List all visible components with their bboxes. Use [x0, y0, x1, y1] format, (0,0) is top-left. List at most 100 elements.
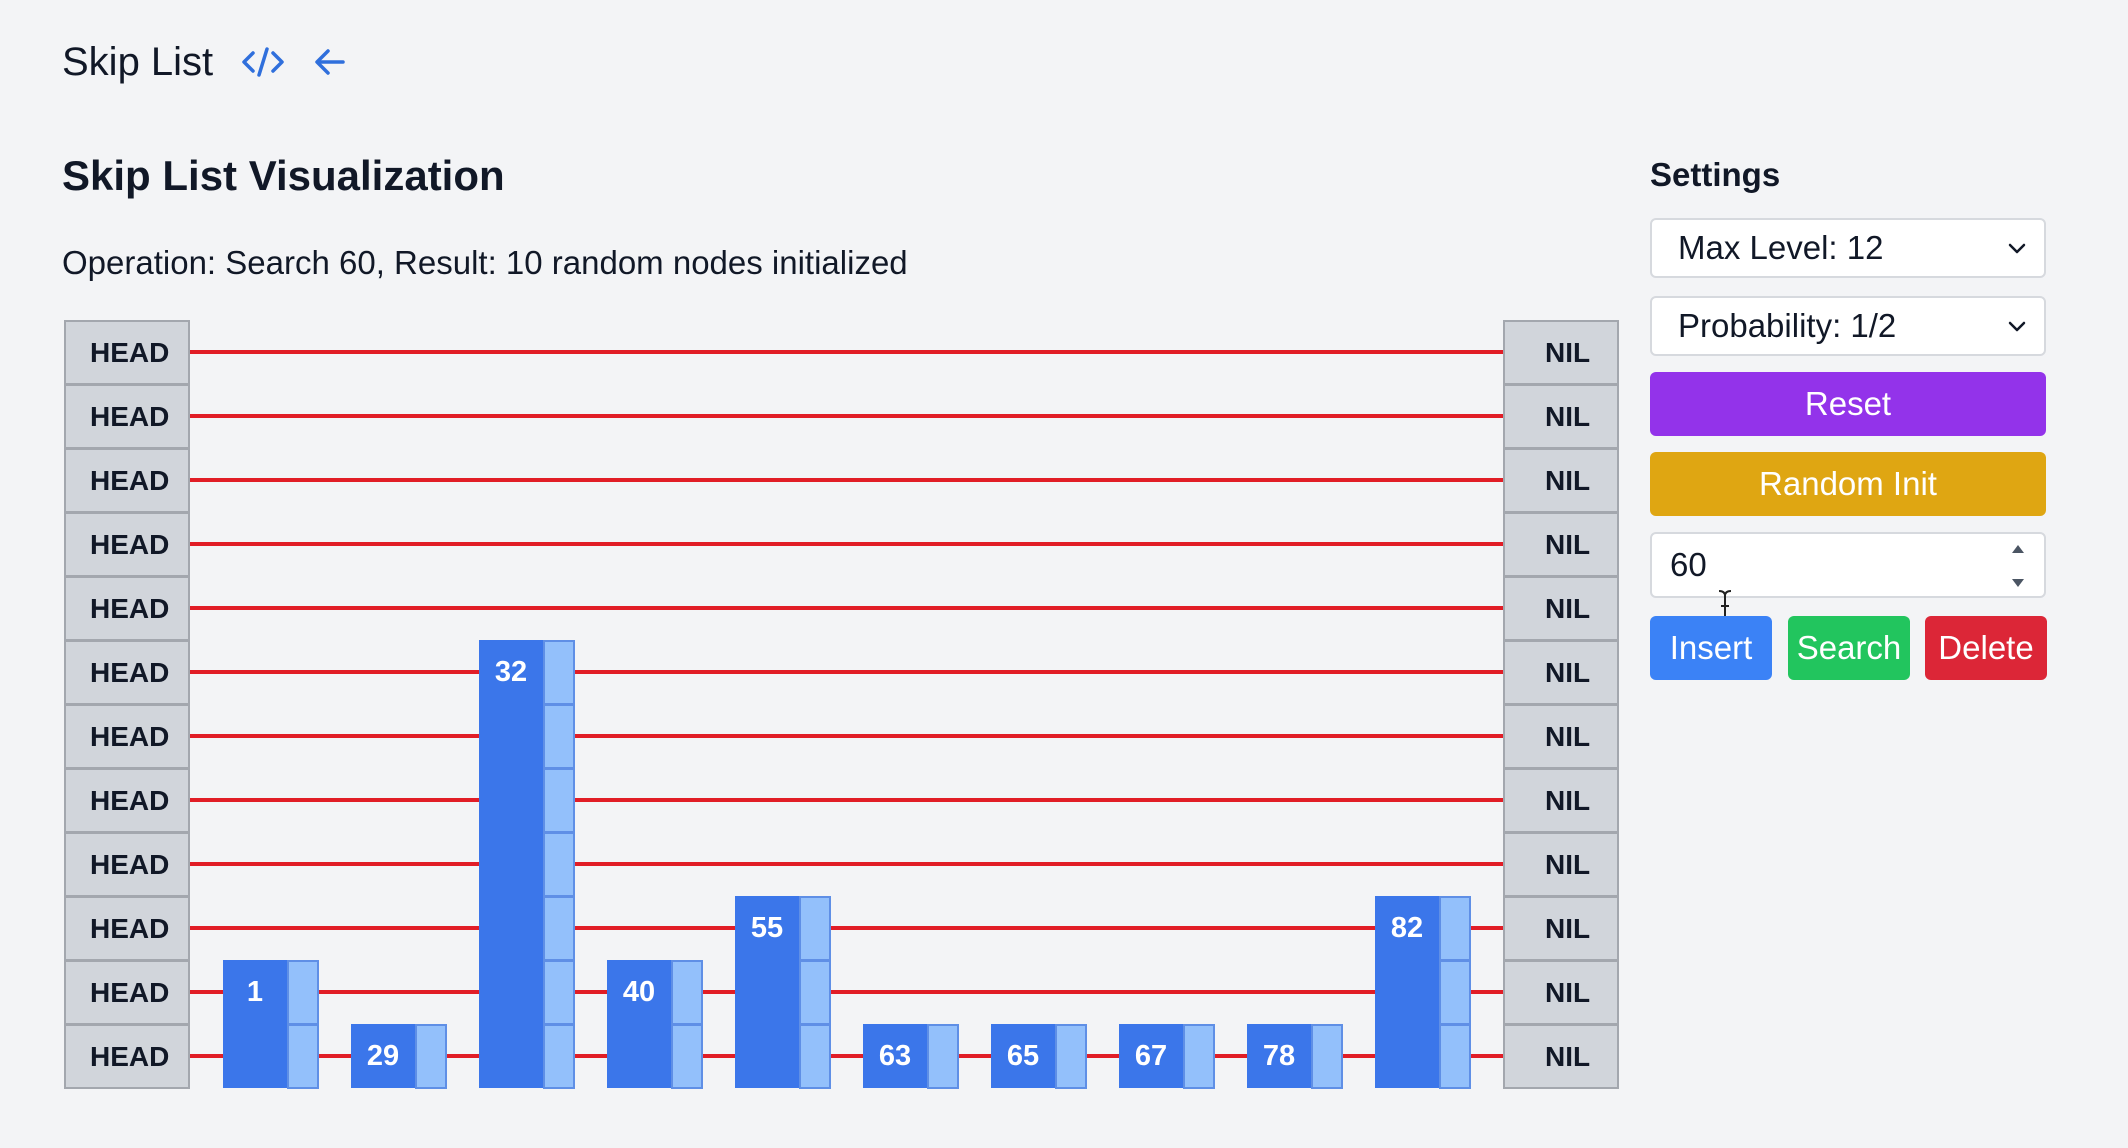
node-67[interactable] [1119, 1024, 1183, 1088]
link-stub [465, 1054, 479, 1058]
head-cell: HEAD [64, 1024, 190, 1089]
node-pointer [543, 704, 575, 769]
head-cell: HEAD [64, 896, 190, 961]
link-stub [465, 862, 479, 866]
link-stub [465, 734, 479, 738]
skip-list-canvas: HEAD HEAD HEAD HEAD HEAD HEAD HEAD HEAD HEAD HEAD… [64, 320, 1619, 1089]
visualization-title: Skip List Visualization [62, 152, 505, 199]
insert-button[interactable]: Insert [1650, 616, 1772, 680]
link-line [543, 734, 1517, 738]
link-line [671, 990, 735, 994]
node-65[interactable] [991, 1024, 1055, 1088]
nil-cell: NIL [1503, 448, 1619, 513]
node-pointer [671, 960, 703, 1025]
node-pointer [287, 1024, 319, 1089]
head-cell: HEAD [64, 576, 190, 641]
settings-title: Settings [1650, 156, 1781, 193]
node-pointer [671, 1024, 703, 1089]
nil-cell: NIL [1503, 960, 1619, 1025]
node-pointer [799, 960, 831, 1025]
node-key: 40 [622, 976, 656, 1008]
nil-cell: NIL [1503, 1024, 1619, 1089]
node-82[interactable] [1375, 896, 1439, 1088]
stepper-down-icon[interactable] [2011, 578, 2025, 588]
reset-button[interactable]: Reset [1650, 372, 2046, 436]
link-line [543, 926, 735, 930]
link-stub [209, 990, 223, 994]
value-input-text: 60 [1670, 546, 1707, 583]
probability-select[interactable]: Probability: 1/2 [1650, 296, 2046, 356]
node-pointer [287, 960, 319, 1025]
link-stub [1361, 1054, 1375, 1058]
link-line [543, 862, 1517, 866]
delete-button[interactable]: Delete [1925, 616, 2047, 680]
node-key: 65 [1006, 1040, 1040, 1072]
node-32[interactable] [479, 640, 543, 1088]
link-line [671, 1054, 735, 1058]
node-pointer [543, 960, 575, 1025]
stepper-up-icon[interactable] [2011, 544, 2025, 554]
node-1[interactable] [223, 960, 287, 1088]
nil-cell: NIL [1503, 384, 1619, 449]
node-key: 32 [494, 656, 528, 688]
node-40[interactable] [607, 960, 671, 1088]
node-key: 1 [246, 976, 264, 1008]
head-cell: HEAD [64, 448, 190, 513]
node-78[interactable] [1247, 1024, 1311, 1088]
link-stub [337, 1054, 351, 1058]
node-key: 82 [1390, 912, 1424, 944]
operation-status: Operation: Search 60, Result: 10 random … [62, 244, 908, 281]
link-line [164, 1054, 223, 1058]
link-line [543, 798, 1517, 802]
head-cell: HEAD [64, 384, 190, 449]
node-pointer [1055, 1024, 1087, 1089]
search-button[interactable]: Search [1788, 616, 1910, 680]
head-cell: HEAD [64, 640, 190, 705]
text-cursor-icon [1718, 590, 1732, 622]
link-line [164, 350, 1517, 354]
node-key: 29 [366, 1040, 400, 1072]
link-line [287, 1054, 351, 1058]
link-stub [465, 670, 479, 674]
node-63[interactable] [863, 1024, 927, 1088]
link-stub [1361, 926, 1375, 930]
link-line [1439, 990, 1517, 994]
number-stepper[interactable] [2008, 544, 2028, 588]
node-29[interactable] [351, 1024, 415, 1088]
link-line [799, 990, 1375, 994]
chevron-down-icon [2008, 321, 2026, 332]
app-title: Skip List [62, 39, 214, 84]
link-line [164, 926, 479, 930]
head-cell: HEAD [64, 704, 190, 769]
max-level-value: Max Level: 12 [1678, 229, 1884, 266]
link-line [1439, 926, 1517, 930]
node-pointer [799, 896, 831, 961]
node-pointer [1439, 1024, 1471, 1089]
head-cell: HEAD [64, 960, 190, 1025]
node-pointer [1439, 896, 1471, 961]
nil-cell: NIL [1503, 640, 1619, 705]
link-line [799, 1054, 863, 1058]
link-stub [1105, 1054, 1119, 1058]
node-pointer [1311, 1024, 1343, 1089]
link-stub [849, 1054, 863, 1058]
link-line [1439, 1054, 1517, 1058]
link-stub [465, 926, 479, 930]
max-level-select[interactable]: Max Level: 12 [1650, 218, 2046, 278]
link-line [164, 670, 479, 674]
nil-cell: NIL [1503, 320, 1619, 385]
nil-cell: NIL [1503, 832, 1619, 897]
head-cell: HEAD [64, 768, 190, 833]
nil-cell: NIL [1503, 896, 1619, 961]
node-pointer [927, 1024, 959, 1089]
node-pointer [543, 896, 575, 961]
node-pointer [1183, 1024, 1215, 1089]
link-line [927, 1054, 991, 1058]
random-init-button[interactable]: Random Init [1650, 452, 2046, 516]
arrow-left-icon[interactable] [313, 45, 347, 79]
head-cell: HEAD [64, 832, 190, 897]
node-55[interactable] [735, 896, 799, 1088]
value-input[interactable]: 60 [1650, 532, 2046, 598]
code-icon[interactable] [241, 45, 285, 79]
link-stub [721, 990, 735, 994]
